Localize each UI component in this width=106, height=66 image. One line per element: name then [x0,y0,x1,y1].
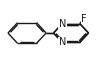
Text: N: N [59,37,66,47]
Text: N: N [59,19,66,29]
Text: F: F [81,14,87,24]
